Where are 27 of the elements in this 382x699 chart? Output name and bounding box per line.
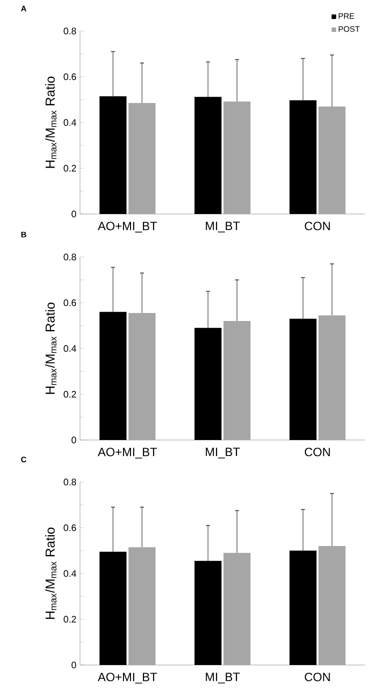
y-tick-label: 0.6 [64, 73, 76, 80]
y-tick-label: 0.6 [64, 299, 76, 306]
y-tick-label: 0.6 [64, 524, 76, 532]
x-tick-label: CON [304, 672, 330, 682]
y-tick-label: 0 [72, 210, 76, 218]
x-tick-label: AO+MI_BT [98, 672, 157, 684]
y-axis-title: H$_{max}$/M$_{max}$ Ratio [45, 76, 56, 168]
y-tick-label: 0.8 [64, 254, 76, 260]
x-tick-label: MI_BT [206, 222, 240, 232]
y-tick-label: 0.2 [64, 164, 76, 172]
y-axis-title: H$_{max}$/M$_{max}$ Ratio [45, 302, 56, 394]
x-tick-label: AO+MI_BT [98, 222, 157, 232]
x-tick-label: MI_BT [206, 672, 240, 684]
y-tick-label: 0.4 [64, 345, 76, 352]
y-tick-label: 0.8 [64, 478, 76, 486]
y-tick-label: 0.4 [64, 570, 76, 577]
y-tick-label: 0.8 [64, 28, 76, 34]
y-tick-label: 0.2 [64, 616, 76, 623]
y-tick-label: 0 [72, 436, 76, 444]
y-axis-title: H$_{max}$/M$_{max}$ Ratio [45, 528, 56, 619]
x-tick-label: MI_BT [206, 448, 240, 458]
x-tick-label: CON [304, 448, 330, 456]
y-tick-label: 0.2 [64, 390, 76, 398]
x-tick-label: CON [304, 222, 330, 230]
y-tick-label: 0 [72, 662, 76, 668]
y-tick-label: 0.4 [64, 119, 76, 126]
x-tick-label: AO+MI_BT [98, 448, 157, 458]
